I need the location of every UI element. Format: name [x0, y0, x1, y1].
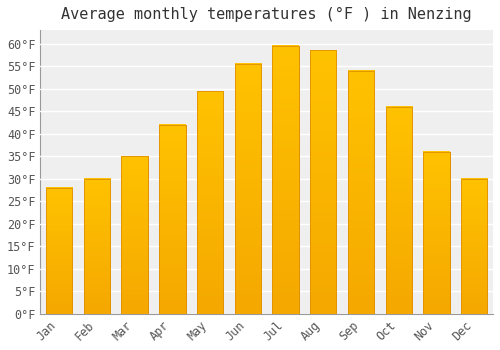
Bar	[272, 46, 299, 314]
Bar	[197, 91, 224, 314]
Title: Average monthly temperatures (°F ) in Nenzing: Average monthly temperatures (°F ) in Ne…	[62, 7, 472, 22]
Bar	[461, 179, 487, 314]
Bar	[461, 179, 487, 314]
Bar	[46, 188, 72, 314]
Bar	[197, 91, 224, 314]
Bar	[386, 107, 412, 314]
Bar	[424, 152, 450, 314]
Bar	[84, 179, 110, 314]
Bar	[46, 188, 72, 314]
Bar	[424, 152, 450, 314]
Bar	[348, 71, 374, 314]
Bar	[122, 156, 148, 314]
Bar	[272, 46, 299, 314]
Bar	[159, 125, 186, 314]
Bar	[348, 71, 374, 314]
Bar	[310, 50, 336, 314]
Bar	[234, 64, 261, 314]
Bar	[84, 179, 110, 314]
Bar	[310, 50, 336, 314]
Bar	[159, 125, 186, 314]
Bar	[234, 64, 261, 314]
Bar	[386, 107, 412, 314]
Bar	[122, 156, 148, 314]
